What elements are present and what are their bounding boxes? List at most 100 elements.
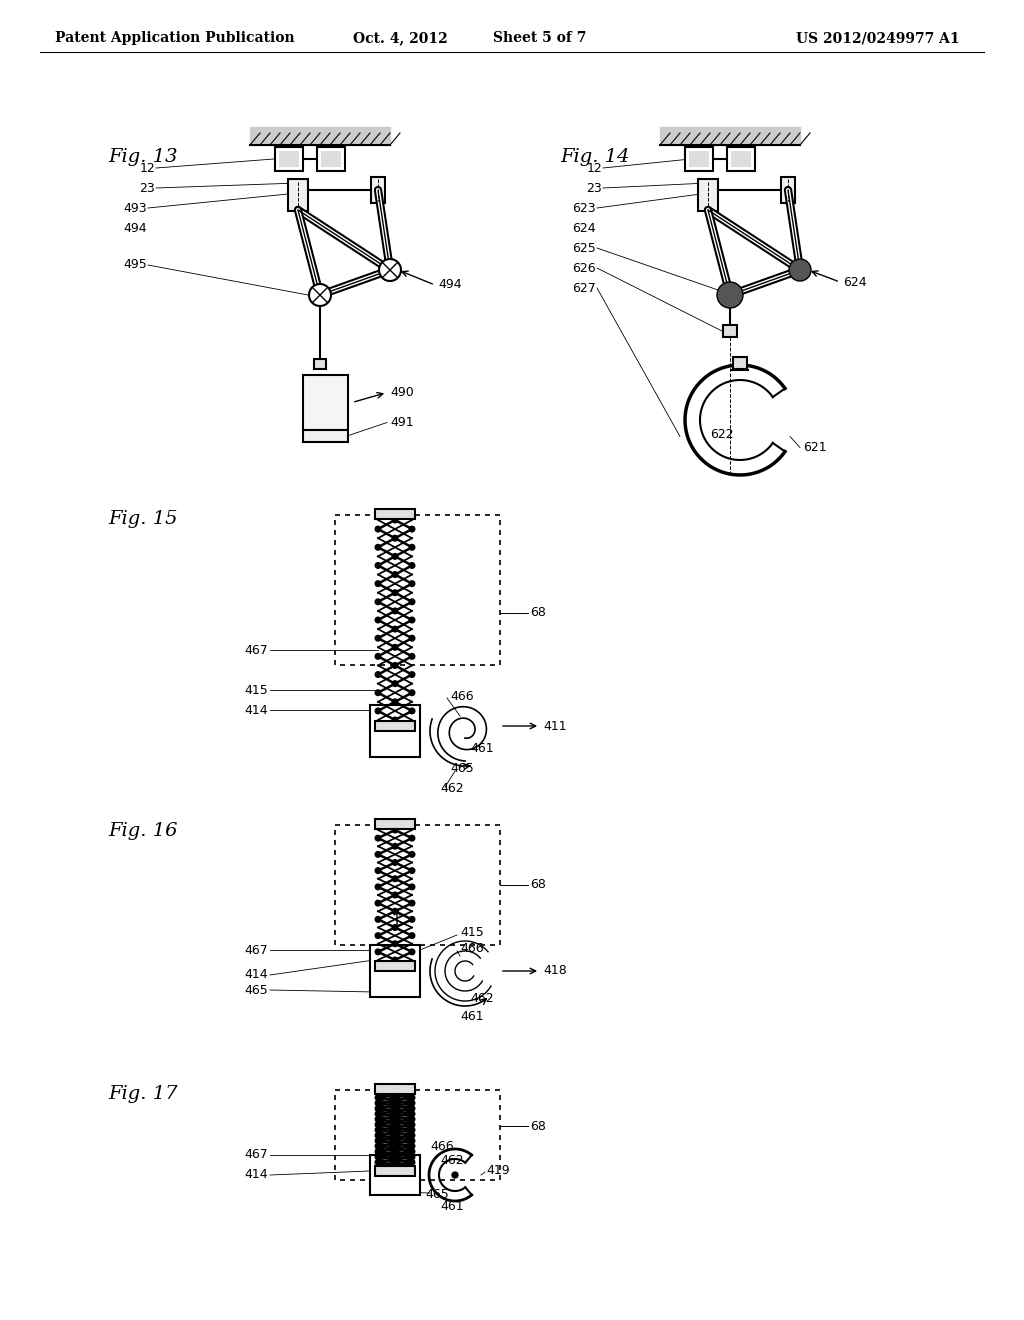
Bar [731,150,751,168]
Text: 493: 493 [123,202,147,214]
Circle shape [392,626,397,632]
Circle shape [375,1122,381,1127]
Circle shape [375,884,381,890]
Text: 462: 462 [470,993,494,1006]
Text: 467: 467 [245,644,268,656]
Text: 491: 491 [390,416,414,429]
Bar [275,147,303,172]
Circle shape [392,1098,397,1104]
Text: 465: 465 [245,983,268,997]
Circle shape [392,590,397,595]
Circle shape [410,916,415,923]
Circle shape [410,1111,415,1117]
Circle shape [392,1135,397,1140]
Circle shape [392,700,397,705]
Bar [375,961,415,972]
Circle shape [392,892,397,898]
Circle shape [375,867,381,874]
Text: 12: 12 [139,161,155,174]
Text: 68: 68 [530,606,546,619]
Text: Fig. 13: Fig. 13 [108,148,177,166]
Circle shape [392,517,397,523]
Text: 466: 466 [430,1140,454,1154]
Text: 625: 625 [572,242,596,255]
Circle shape [410,884,415,890]
Circle shape [410,1101,415,1106]
Circle shape [392,843,397,849]
Circle shape [410,836,415,841]
Circle shape [392,1125,397,1130]
Text: 462: 462 [440,783,464,796]
Circle shape [410,1094,415,1101]
Circle shape [392,925,397,931]
Circle shape [375,1101,381,1106]
Bar [279,150,299,168]
Bar [375,818,415,829]
Text: Oct. 4, 2012: Oct. 4, 2012 [352,30,447,45]
Circle shape [410,708,415,714]
Bar [689,150,709,168]
Circle shape [392,663,397,668]
Text: 68: 68 [530,1119,546,1133]
Circle shape [410,1122,415,1127]
Circle shape [392,828,397,833]
Circle shape [410,933,415,939]
Circle shape [375,1106,381,1111]
Circle shape [375,851,381,857]
Text: 624: 624 [572,222,596,235]
Bar [375,510,415,519]
Circle shape [375,562,381,568]
Circle shape [410,949,415,954]
Text: Patent Application Publication: Patent Application Publication [55,30,295,45]
Circle shape [375,1111,381,1117]
Circle shape [410,1127,415,1133]
Text: 495: 495 [123,259,147,272]
Circle shape [410,562,415,568]
Circle shape [410,599,415,605]
Text: Sheet 5 of 7: Sheet 5 of 7 [494,30,587,45]
Bar [335,825,500,945]
Text: 414: 414 [245,969,268,982]
Text: 494: 494 [438,279,462,292]
Circle shape [375,599,381,605]
Bar [733,356,746,370]
Text: 418: 418 [543,965,566,978]
Circle shape [410,900,415,906]
Circle shape [375,653,381,659]
Circle shape [375,1094,381,1101]
Circle shape [392,572,397,577]
Circle shape [375,836,381,841]
Circle shape [410,1159,415,1166]
Circle shape [375,1159,381,1166]
Circle shape [392,1156,397,1163]
Circle shape [410,690,415,696]
Circle shape [392,1146,397,1151]
Text: 465: 465 [450,763,474,776]
Bar [317,147,345,172]
Circle shape [392,1114,397,1119]
Polygon shape [250,127,390,145]
Circle shape [375,1143,381,1148]
Text: 415: 415 [460,927,483,940]
Text: 622: 622 [711,429,734,441]
Text: 494: 494 [123,222,147,235]
Circle shape [392,859,397,866]
Bar [375,1166,415,1176]
Circle shape [410,635,415,642]
Circle shape [410,581,415,586]
Circle shape [410,653,415,659]
Circle shape [392,717,397,723]
Circle shape [375,544,381,550]
Circle shape [452,1172,458,1177]
Bar [727,147,755,172]
Text: Fig. 14: Fig. 14 [560,148,630,166]
Text: 624: 624 [843,276,866,289]
Bar [375,721,415,731]
Circle shape [410,527,415,532]
Text: 626: 626 [572,261,596,275]
Text: 490: 490 [390,385,414,399]
Circle shape [375,1117,381,1122]
Text: 414: 414 [245,1168,268,1181]
Bar [723,325,737,337]
Circle shape [410,672,415,677]
